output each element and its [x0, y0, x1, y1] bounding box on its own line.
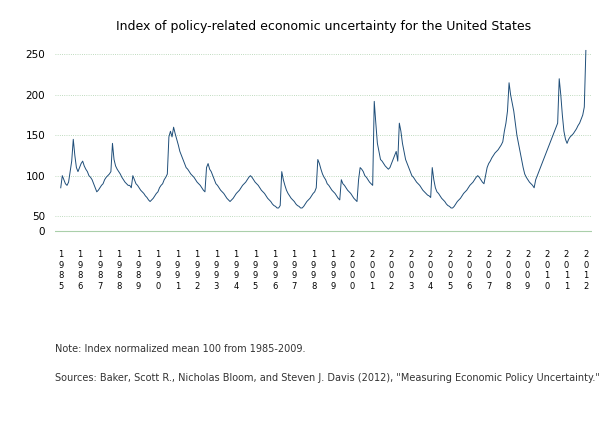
Title: Index of policy-related economic uncertainty for the United States: Index of policy-related economic uncerta…	[116, 20, 531, 33]
Text: Sources: Baker, Scott R., Nicholas Bloom, and Steven J. Davis (2012), "Measuring: Sources: Baker, Scott R., Nicholas Bloom…	[55, 374, 600, 383]
Text: Note: Index normalized mean 100 from 1985-2009.: Note: Index normalized mean 100 from 198…	[55, 344, 306, 354]
